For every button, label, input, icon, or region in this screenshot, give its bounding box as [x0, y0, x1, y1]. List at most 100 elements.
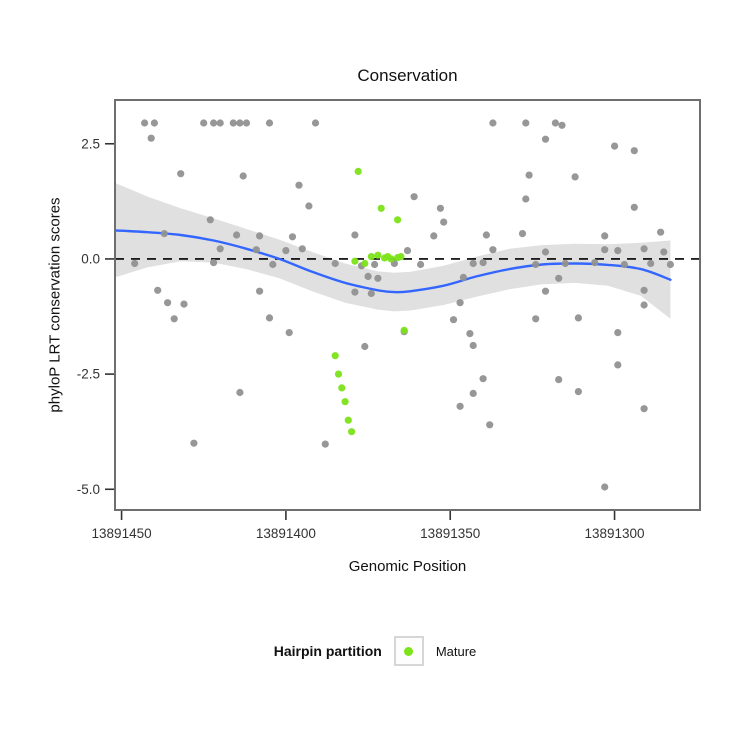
scatter-point-other: [256, 287, 264, 295]
scatter-point-other: [374, 274, 382, 282]
scatter-point-mature: [331, 352, 339, 360]
scatter-point-other: [571, 173, 579, 181]
x-axis-tick-label: 13891300: [585, 526, 645, 541]
scatter-point-mature: [361, 259, 369, 268]
scatter-point-other: [456, 402, 464, 410]
scatter-point-other: [486, 421, 494, 429]
y-axis-tick-label: 0.0: [81, 251, 100, 266]
scatter-point-other: [170, 315, 178, 323]
scatter-point-other: [469, 389, 477, 397]
scatter-point-other: [479, 375, 487, 383]
scatter-point-other: [532, 260, 540, 269]
scatter-point-other: [647, 259, 655, 268]
scatter-point-other: [233, 231, 241, 239]
scatter-point-other: [288, 233, 297, 241]
scatter-point-other: [541, 287, 550, 295]
scatter-point-other: [459, 273, 467, 281]
panel-border: [114, 99, 701, 511]
scatter-point-mature: [377, 204, 385, 212]
scatter-point-other: [131, 259, 139, 268]
scatter-point-other: [541, 248, 550, 256]
scatter-point-mature: [334, 370, 343, 378]
scatter-point-other: [206, 216, 214, 224]
scatter-point-other: [269, 260, 277, 269]
scatter-point-other: [440, 218, 448, 226]
legend-key: [393, 636, 424, 666]
scatter-point-other: [305, 202, 313, 210]
scatter-point-other: [561, 259, 569, 268]
scatter-point-other: [614, 329, 622, 337]
scatter-point-other: [282, 247, 290, 255]
scatter-point-mature: [400, 326, 408, 334]
scatter-point-other: [160, 230, 168, 238]
scatter-point-other: [479, 259, 487, 267]
y-axis-tick-label: -2.5: [77, 367, 100, 382]
scatter-point-mature: [348, 428, 356, 436]
scatter-point-other: [630, 203, 638, 211]
scatter-point-other: [532, 315, 540, 323]
x-axis-tick-label: 13891350: [420, 526, 480, 541]
scatter-point-other: [436, 204, 444, 212]
scatter-point-other: [525, 171, 533, 179]
scatter-point-other: [657, 228, 665, 236]
scatter-point-other: [640, 405, 648, 413]
scatter-point-other: [190, 439, 198, 447]
scatter-point-other: [614, 361, 622, 369]
scatter-point-other: [265, 119, 274, 127]
scatter-point-other: [210, 119, 218, 127]
scatter-point-other: [551, 119, 560, 127]
scatter-point-other: [620, 260, 629, 269]
scatter-point-other: [236, 388, 244, 397]
scatter-point-other: [361, 342, 369, 351]
scatter-point-mature: [341, 398, 349, 406]
x-axis-tick-label: 13891400: [256, 526, 316, 541]
scatter-point-other: [640, 286, 648, 294]
scatter-point-other: [630, 147, 638, 155]
scatter-point-other: [164, 299, 172, 307]
legend-item-label: Mature: [435, 643, 477, 659]
scatter-point-other: [469, 259, 477, 268]
scatter-point-mature: [397, 253, 405, 261]
scatter-point-mature: [394, 216, 402, 224]
scatter-point-other: [236, 119, 244, 127]
scatter-point-other: [666, 260, 675, 269]
scatter-point-other: [200, 119, 208, 127]
scatter-point-other: [154, 286, 162, 294]
scatter-point-other: [555, 376, 563, 384]
scatter-point-other: [601, 232, 609, 240]
scatter-point-other: [541, 135, 550, 143]
scatter-point-other: [180, 300, 188, 308]
scatter-point-other: [660, 248, 668, 256]
scatter-point-other: [456, 299, 464, 307]
scatter-point-other: [482, 231, 490, 239]
chart-title: Conservation: [357, 66, 458, 85]
scatter-point-other: [403, 247, 412, 255]
scatter-point-mature: [367, 253, 375, 261]
scatter-point-mature: [387, 255, 395, 263]
scatter-point-mature: [344, 416, 352, 424]
scatter-point-other: [601, 483, 609, 491]
scatter-point-other: [574, 388, 583, 396]
scatter-point-other: [242, 119, 251, 127]
scatter-point-other: [229, 119, 237, 127]
legend: Hairpin partition Mature: [0, 636, 750, 666]
scatter-point-other: [449, 316, 458, 324]
scatter-point-other: [351, 288, 359, 296]
scatter-point-other: [555, 274, 563, 282]
scatter-point-other: [351, 231, 359, 239]
scatter-point-other: [417, 260, 425, 269]
scatter-point-other: [558, 121, 566, 129]
scatter-point-other: [216, 245, 224, 253]
scatter-point-mature: [374, 251, 382, 259]
scatter-point-other: [430, 232, 438, 240]
scatter-point-other: [591, 259, 599, 267]
scatter-point-other: [410, 193, 418, 201]
scatter-point-other: [611, 142, 619, 150]
y-axis-tick-label: -5.0: [77, 482, 100, 497]
scatter-point-other: [489, 119, 497, 127]
scatter-point-other: [147, 134, 155, 142]
scatter-point-other: [177, 170, 185, 178]
scatter-point-other: [522, 195, 530, 203]
scatter-point-other: [239, 172, 247, 180]
